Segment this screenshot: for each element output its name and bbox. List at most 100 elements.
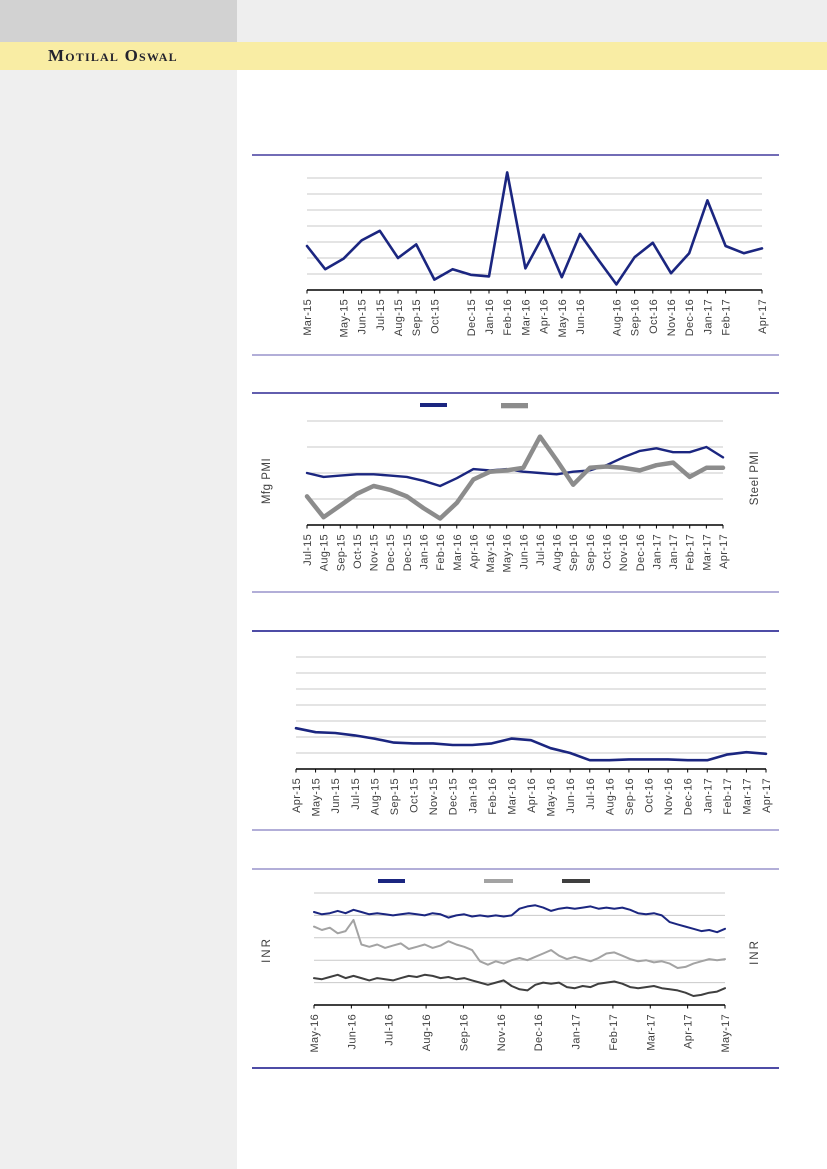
chart-3: Apr-15 May-15 Jun-15 Jul-15 Aug-15 Sep-15 Oct-… [252,630,779,831]
legend-swatch-Mfg PMI [420,403,447,407]
x-tick-label: Mar-16 [452,534,464,571]
charts-canvas: Mar-15 May-15 Jun-15 Jul-15 Aug-15 Sep-15 Oct-… [252,154,779,1069]
x-tick-label: Dec-15 [402,534,414,571]
series-series-1 [305,171,764,286]
x-tick-label: May-15 [338,299,350,337]
x-tick-label: Feb-17 [722,778,734,815]
x-tick-label: Jun-16 [518,534,530,569]
x-tick-label: May-16 [309,1014,321,1052]
x-tick-label: Aug-15 [393,299,405,336]
x-tick-label: Nov-15 [369,534,381,571]
x-tick-label: Dec-16 [635,534,647,571]
x-tick-label: Feb-17 [721,299,733,336]
x-tick-label: Jan-17 [668,534,680,569]
x-tick-label: Jul-16 [585,778,597,810]
x-tick-label: Jan-17 [571,1014,583,1049]
x-axis-labels: Mar-15 May-15 Jun-15 Jul-15 Aug-15 Sep-15 Oct-… [302,290,769,337]
x-tick-label: Feb-17 [685,534,697,571]
x-tick-label: May-16 [502,534,514,572]
x-tick-label: May-16 [557,299,569,337]
brand-logo: Motilal Oswal [48,46,178,65]
x-tick-label: Aug-16 [611,299,623,336]
x-tick-label: Nov-16 [618,534,630,571]
top-left-block [0,0,237,42]
x-tick-label: Apr-16 [526,778,538,813]
series-lines [294,726,768,762]
x-tick-label: Dec-16 [683,778,695,815]
x-tick-label: Oct-15 [352,534,364,569]
x-tick-label: Jan-17 [651,534,663,569]
x-tick-label: Mar-16 [520,299,532,336]
x-tick-label: Jun-15 [330,778,342,813]
x-tick-label: May-16 [485,534,497,572]
x-tick-label: Jan-17 [702,778,714,813]
x-tick-label: Jul-15 [375,299,387,331]
x-tick-label: May-16 [546,778,558,816]
series-line-2 [313,918,726,969]
legend [420,403,528,409]
x-tick-label: May-15 [311,778,323,816]
x-tick-label: Apr-17 [761,778,773,813]
x-tick-label: Jan-17 [702,299,714,334]
x-tick-label: Jan-16 [467,778,479,813]
x-tick-label: May-17 [720,1014,732,1052]
x-tick-label: Jul-15 [350,778,362,810]
right-axis-label: Steel PMI [749,451,761,505]
x-tick-label: Feb-16 [487,778,499,815]
x-tick-label: Jun-16 [575,299,587,334]
x-tick-label: Nov-16 [496,1014,508,1051]
x-tick-label: Sep-16 [458,1014,470,1051]
x-tick-label: Jul-15 [302,534,314,566]
x-tick-label: Oct-16 [648,299,660,334]
x-tick-label: Feb-16 [502,299,514,336]
charts-pane: Mar-15 May-15 Jun-15 Jul-15 Aug-15 Sep-15 Oct-… [237,0,827,1169]
x-tick-label: Jul-16 [535,534,547,566]
x-tick-label: Aug-16 [604,778,616,815]
x-tick-label: Apr-16 [539,299,551,334]
x-tick-label: Jul-16 [384,1014,396,1046]
legend-swatch-Steel PMI [501,403,528,409]
series-Steel PMI [304,434,726,521]
gridlines [307,420,723,500]
chart-2: Jul-15 Aug-15 Sep-15 Oct-15 Nov-15 Dec-15 Dec-… [252,392,779,593]
x-tick-label: Mar-16 [506,778,518,815]
left-axis-label: Mfg PMI [261,458,273,504]
series-lines [304,434,726,521]
x-tick-label: Oct-15 [429,299,441,334]
x-axis-labels: Jul-15 Aug-15 Sep-15 Oct-15 Nov-15 Dec-15 Dec-… [302,525,730,572]
series-line-1 [313,904,726,934]
x-tick-label: Dec-15 [385,534,397,571]
legend-swatch-line-2 [484,879,513,883]
x-tick-label: Feb-17 [608,1014,620,1051]
x-tick-label: Nov-16 [666,299,678,336]
x-tick-label: Sep-16 [624,778,636,815]
x-tick-label: Apr-17 [718,534,730,569]
brand-band: Motilal Oswal [0,42,827,70]
x-tick-label: Mar-17 [701,534,713,571]
legend [378,879,590,883]
x-tick-label: Dec-16 [684,299,696,336]
x-tick-label: Apr-15 [291,778,303,813]
x-tick-label: Apr-17 [757,299,769,334]
x-tick-label: Apr-16 [468,534,480,569]
x-tick-label: Dec-15 [466,299,478,336]
x-tick-label: Oct-15 [409,778,421,813]
x-tick-label: Oct-16 [602,534,614,569]
x-tick-label: Mar-17 [645,1014,657,1051]
x-tick-label: Sep-15 [335,534,347,571]
x-tick-label: Jan-16 [484,299,496,334]
x-tick-label: Aug-15 [319,534,331,571]
x-tick-label: Oct-16 [644,778,656,813]
x-tick-label: Sep-16 [630,299,642,336]
sidebar [0,70,237,1169]
x-tick-label: Jun-15 [357,299,369,334]
x-tick-label: Sep-15 [411,299,423,336]
series-series-1 [294,726,768,762]
legend-swatch-line-3 [562,879,590,883]
gridlines [314,892,725,984]
x-tick-label: Dec-15 [448,778,460,815]
series-lines [313,904,726,997]
x-tick-label: Nov-15 [428,778,440,815]
x-tick-label: Aug-16 [552,534,564,571]
